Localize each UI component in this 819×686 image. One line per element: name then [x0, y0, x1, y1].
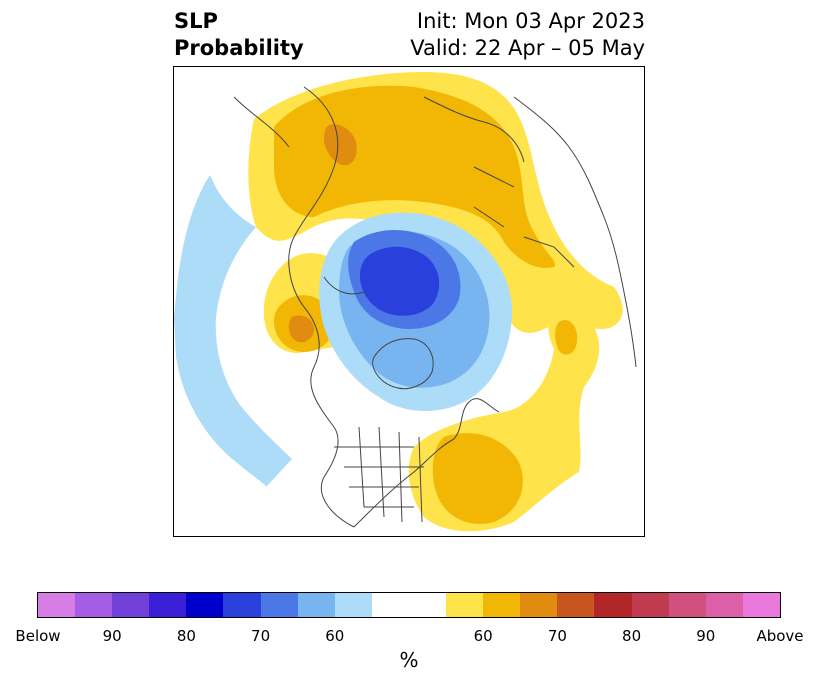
- colorbar-segment: [186, 593, 224, 617]
- colorbar-segment: [520, 593, 558, 617]
- colorbar-tick-label: 90: [696, 627, 716, 645]
- above-80-scandinavia: [324, 124, 357, 166]
- colorbar-segment: [705, 593, 743, 617]
- colorbar-segment: [38, 593, 76, 617]
- colorbar-unit: %: [399, 648, 419, 672]
- colorbar-segment: [223, 593, 261, 617]
- chart-title: SLP Probability: [174, 8, 304, 62]
- colorbar-tick-label: Below: [15, 627, 61, 645]
- colorbar-tick-label: 80: [622, 627, 642, 645]
- title-line-2: Probability: [174, 36, 304, 60]
- probability-map: [173, 66, 645, 537]
- colorbar-segment: [446, 593, 484, 617]
- colorbar-segment: [483, 593, 521, 617]
- init-date: Init: Mon 03 Apr 2023: [416, 9, 645, 33]
- colorbar-tick-label: 70: [547, 627, 567, 645]
- colorbar-segment: [334, 593, 372, 617]
- below-60-arc: [174, 175, 292, 487]
- colorbar-segment: [149, 593, 187, 617]
- colorbar-segment: [371, 593, 447, 617]
- colorbar: [37, 592, 781, 618]
- colorbar-segment: [594, 593, 632, 617]
- above-70-atlantic: [432, 433, 523, 524]
- chart-dates: Init: Mon 03 Apr 2023 Valid: 22 Apr – 05…: [410, 8, 645, 62]
- map-canvas: [174, 72, 637, 532]
- colorbar-segment: [112, 593, 150, 617]
- colorbar-segment: [668, 593, 706, 617]
- valid-range: Valid: 22 Apr – 05 May: [410, 36, 645, 60]
- below-90-arctic: [359, 246, 440, 316]
- coastlines: [233, 86, 637, 528]
- colorbar-tick-label: Above: [756, 627, 804, 645]
- colorbar-segment: [742, 593, 780, 617]
- title-line-1: SLP: [174, 9, 218, 33]
- colorbar-tick-label: 70: [251, 627, 271, 645]
- colorbar-tick-label: 60: [325, 627, 345, 645]
- colorbar-tick-label: 90: [102, 627, 122, 645]
- colorbar-segment: [75, 593, 113, 617]
- colorbar-segment: [260, 593, 298, 617]
- colorbar-segment: [557, 593, 595, 617]
- above-80-bering: [288, 315, 314, 343]
- colorbar-tick-label: 80: [176, 627, 196, 645]
- above-70-europe: [555, 319, 578, 355]
- colorbar-segment: [297, 593, 335, 617]
- colorbar-tick-label: 60: [473, 627, 493, 645]
- colorbar-segment: [631, 593, 669, 617]
